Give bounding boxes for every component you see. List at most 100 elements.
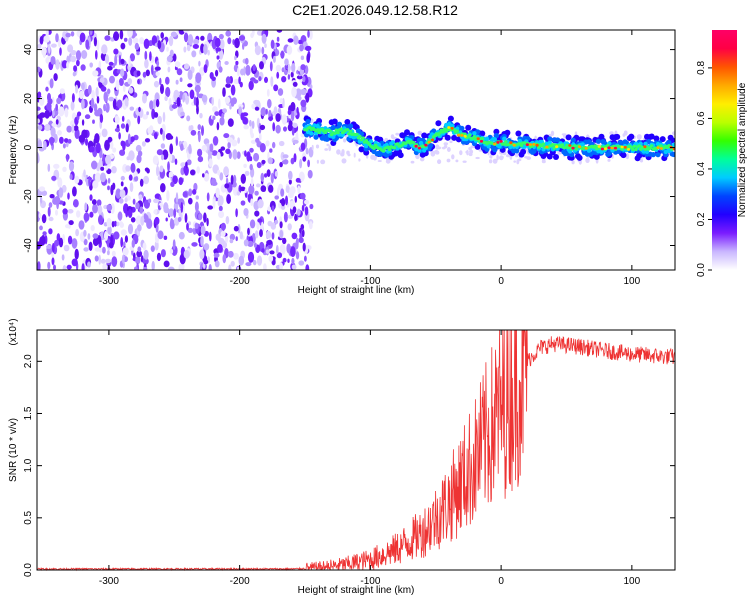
noise-cell [237, 137, 241, 144]
noise-cell [243, 124, 249, 130]
halo-cell [672, 131, 675, 136]
halo-cell [607, 158, 611, 162]
noise-cell [249, 219, 256, 229]
noise-cell [228, 264, 232, 270]
noise-cell [209, 143, 214, 152]
noise-cell [128, 174, 133, 181]
noise-cell [261, 159, 266, 165]
noise-cell [119, 149, 126, 156]
signal-cell [520, 148, 527, 155]
signal-cell [653, 135, 660, 142]
noise-cell [277, 88, 284, 96]
noise-cell [306, 53, 311, 64]
noise-cell [265, 108, 268, 115]
noise-cell [196, 166, 200, 174]
noise-cell [80, 64, 86, 71]
noise-cell [37, 66, 41, 73]
halo-cell [492, 158, 498, 164]
noise-cell [227, 37, 232, 45]
signal-cell [467, 133, 472, 137]
noise-cell [124, 197, 128, 203]
noise-cell [263, 186, 266, 192]
halo-cell [326, 143, 330, 147]
noise-cell [37, 152, 40, 164]
noise-cell [111, 221, 115, 228]
noise-cell [215, 187, 220, 198]
noise-cell [219, 39, 225, 50]
spectrogram-x-ticks: -300 -200 -100 0 100 [99, 30, 641, 287]
noise-cell [39, 225, 43, 231]
halo-cell [437, 159, 442, 165]
noise-cell [118, 132, 121, 140]
signal-cell [472, 131, 477, 136]
noise-cell [169, 49, 174, 57]
peak-cell [509, 141, 513, 145]
x-tick-label: 0 [498, 576, 504, 587]
noise-cell [211, 150, 218, 156]
noise-cell [103, 104, 106, 112]
noise-cell [91, 89, 95, 100]
halo-cell [585, 157, 590, 163]
halo-cell [468, 147, 472, 151]
noise-cell [143, 213, 147, 220]
halo-cell [499, 155, 504, 161]
noise-cell [169, 248, 174, 255]
noise-cell [37, 124, 43, 131]
signal-cell [492, 137, 497, 142]
noise-cell [291, 264, 297, 270]
noise-cell [253, 99, 260, 105]
peak-cell [414, 144, 418, 148]
halo-cell [639, 158, 644, 163]
noise-cell [139, 178, 144, 187]
noise-cell [180, 202, 184, 213]
noise-cell [159, 77, 162, 86]
signal-cell [636, 152, 643, 159]
signal-cell [648, 133, 655, 140]
noise-cell [48, 216, 54, 222]
signal-cell [616, 148, 622, 154]
signal-cell [305, 118, 311, 125]
noise-cell [266, 169, 271, 178]
noise-cell [296, 208, 301, 216]
signal-cell [392, 146, 397, 150]
noise-cell [160, 143, 166, 149]
halo-cell [435, 150, 440, 155]
noise-cell [208, 264, 212, 270]
noise-cell [157, 230, 164, 240]
noise-cell [252, 30, 255, 36]
noise-cell [198, 60, 201, 67]
noise-cell [88, 175, 91, 187]
noise-cell [301, 229, 305, 238]
peak-cell [430, 138, 435, 142]
noise-cell [111, 250, 116, 257]
noise-cell [275, 113, 281, 122]
noise-cell [157, 40, 162, 50]
snr-panel: -300 -200 -100 0 100 0.0 0.5 1.0 1.5 2.0 Height … [8, 318, 676, 596]
noise-cell [168, 208, 175, 217]
noise-cell [142, 93, 147, 104]
noise-cell [216, 55, 220, 60]
noise-cell [233, 225, 239, 232]
noise-cell [106, 217, 112, 228]
noise-cell [123, 37, 128, 42]
noise-cell [39, 112, 46, 118]
noise-cell [266, 89, 270, 97]
signal-cell [386, 145, 391, 149]
noise-cell [78, 90, 84, 100]
noise-cell [300, 55, 305, 61]
noise-cell [51, 257, 55, 266]
noise-cell [188, 197, 193, 205]
colorbar-label: Normalized spectral amplitude [737, 82, 748, 217]
noise-cell [207, 205, 214, 210]
noise-cell [252, 259, 257, 266]
noise-cell [292, 122, 298, 128]
noise-cell [304, 206, 309, 216]
noise-cell [81, 263, 85, 270]
signal-cell [593, 144, 598, 148]
noise-cell [229, 238, 234, 244]
y-tick-label: 1.0 [23, 458, 34, 472]
noise-cell [107, 65, 113, 71]
signal-cell [502, 142, 507, 146]
noise-cell [300, 99, 307, 108]
noise-cell [175, 136, 178, 147]
